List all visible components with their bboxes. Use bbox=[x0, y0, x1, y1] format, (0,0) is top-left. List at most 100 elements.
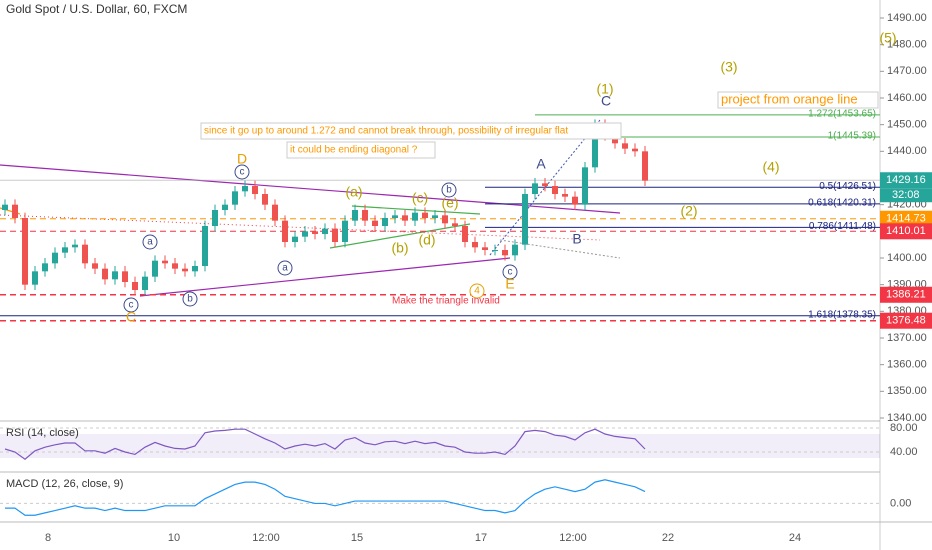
price-tag bbox=[880, 286, 932, 303]
wave-label: a bbox=[147, 237, 153, 248]
wave-label: (b) bbox=[391, 240, 408, 256]
wave-circle bbox=[234, 164, 250, 180]
wave-label: A bbox=[536, 156, 546, 172]
wave-circle bbox=[502, 264, 518, 280]
candle-body bbox=[362, 210, 368, 221]
x-tick-label: 22 bbox=[662, 532, 674, 544]
x-tick-label: 15 bbox=[351, 532, 363, 544]
note-box bbox=[286, 141, 436, 159]
trendline bbox=[0, 164, 621, 214]
wave-circle bbox=[441, 182, 457, 198]
wave-label: c bbox=[129, 300, 134, 311]
fib-label: 0.786(1411.48) bbox=[809, 221, 876, 232]
wave-label: c bbox=[240, 167, 245, 178]
price-tag bbox=[880, 312, 932, 329]
y-tick-label: 0.00 bbox=[890, 497, 911, 509]
macd-line bbox=[5, 479, 646, 516]
candle-body bbox=[572, 196, 578, 205]
wave-label: b bbox=[187, 294, 193, 305]
candle-body bbox=[112, 271, 118, 280]
y-tick-label: 40.00 bbox=[890, 446, 918, 458]
price-tag bbox=[880, 172, 932, 189]
candle-body bbox=[412, 212, 418, 221]
candle-body bbox=[432, 215, 438, 218]
candle-body bbox=[202, 226, 208, 266]
wave-circle bbox=[182, 291, 198, 307]
wave-label: a bbox=[282, 263, 288, 274]
candle-body bbox=[232, 191, 238, 205]
trendline bbox=[139, 257, 511, 297]
y-tick-label: 1450.00 bbox=[887, 119, 927, 131]
x-tick-label: 8 bbox=[45, 532, 51, 544]
candle-body bbox=[92, 263, 98, 269]
y-tick-label: 1470.00 bbox=[887, 65, 927, 77]
candle-body bbox=[592, 124, 598, 168]
candle-body bbox=[582, 167, 588, 205]
wave-label: D bbox=[237, 151, 247, 167]
price-tag-label: 1410.01 bbox=[886, 225, 926, 237]
countdown: 32:08 bbox=[892, 189, 920, 201]
candle-body bbox=[162, 260, 168, 264]
y-tick-label: 1350.00 bbox=[887, 385, 927, 397]
y-tick-label: 80.00 bbox=[890, 422, 918, 434]
trendline bbox=[351, 205, 481, 215]
candle-body bbox=[282, 220, 288, 242]
wave-label: (5) bbox=[879, 30, 896, 46]
candle-body bbox=[322, 228, 328, 234]
price-tag-label: 1376.48 bbox=[886, 315, 926, 327]
wave-label: (3) bbox=[720, 59, 737, 75]
trendline bbox=[489, 119, 601, 256]
candle-body bbox=[472, 242, 478, 248]
x-tick-label: 17 bbox=[475, 532, 487, 544]
price-tag-label: 1414.73 bbox=[886, 213, 926, 225]
candle-body bbox=[302, 231, 308, 237]
fib-label: 1.618(1378.35) bbox=[808, 309, 876, 320]
candle-body bbox=[212, 210, 218, 226]
candle-body bbox=[482, 247, 488, 250]
candle-body bbox=[512, 244, 518, 256]
candle-body bbox=[252, 186, 258, 194]
wave-circle bbox=[469, 283, 485, 299]
rsi-line bbox=[4, 428, 646, 460]
price-tag bbox=[880, 223, 932, 240]
fib-label: 0.618(1420.31) bbox=[808, 197, 876, 208]
y-tick-label: 1490.00 bbox=[887, 12, 927, 24]
fib-label: 0.5(1426.51) bbox=[819, 181, 876, 192]
candle-body bbox=[502, 250, 508, 256]
candle-body bbox=[132, 282, 138, 290]
wave-label: E bbox=[505, 276, 514, 292]
countdown-tag bbox=[880, 188, 932, 203]
wave-label: c bbox=[508, 267, 513, 278]
candle-body bbox=[352, 210, 358, 221]
price-tag-label: 1429.16 bbox=[886, 174, 926, 186]
wave-circle bbox=[123, 297, 139, 313]
wave-label: (c) bbox=[412, 190, 428, 206]
candle-body bbox=[22, 218, 28, 285]
wave-label: (e) bbox=[441, 195, 458, 211]
candle-body bbox=[332, 228, 338, 242]
macd-title: MACD (12, 26, close, 9) bbox=[6, 478, 123, 490]
x-tick-label: 12:00 bbox=[559, 532, 587, 544]
note: project from orange line bbox=[721, 91, 858, 106]
candle-body bbox=[342, 220, 348, 242]
price-tag bbox=[880, 210, 932, 227]
wave-label: (a) bbox=[345, 184, 362, 200]
candle-body bbox=[262, 194, 268, 205]
wave-label: 4 bbox=[474, 286, 480, 297]
x-tick-label: 24 bbox=[789, 532, 801, 544]
rsi-title: RSI (14, close) bbox=[6, 427, 79, 439]
fib-label: 1.272(1453.65) bbox=[808, 109, 876, 120]
candle-body bbox=[222, 204, 228, 210]
candle-body bbox=[422, 212, 428, 218]
wave-label: B bbox=[572, 231, 581, 247]
candle-body bbox=[62, 247, 68, 253]
candle-body bbox=[542, 183, 548, 186]
x-tick-label: 12:00 bbox=[252, 532, 280, 544]
candle-body bbox=[372, 220, 378, 226]
note-box bbox=[717, 91, 879, 109]
y-tick-label: 1480.00 bbox=[887, 39, 927, 51]
candle-body bbox=[182, 268, 188, 272]
candle-body bbox=[632, 148, 638, 152]
candle-body bbox=[622, 143, 628, 149]
